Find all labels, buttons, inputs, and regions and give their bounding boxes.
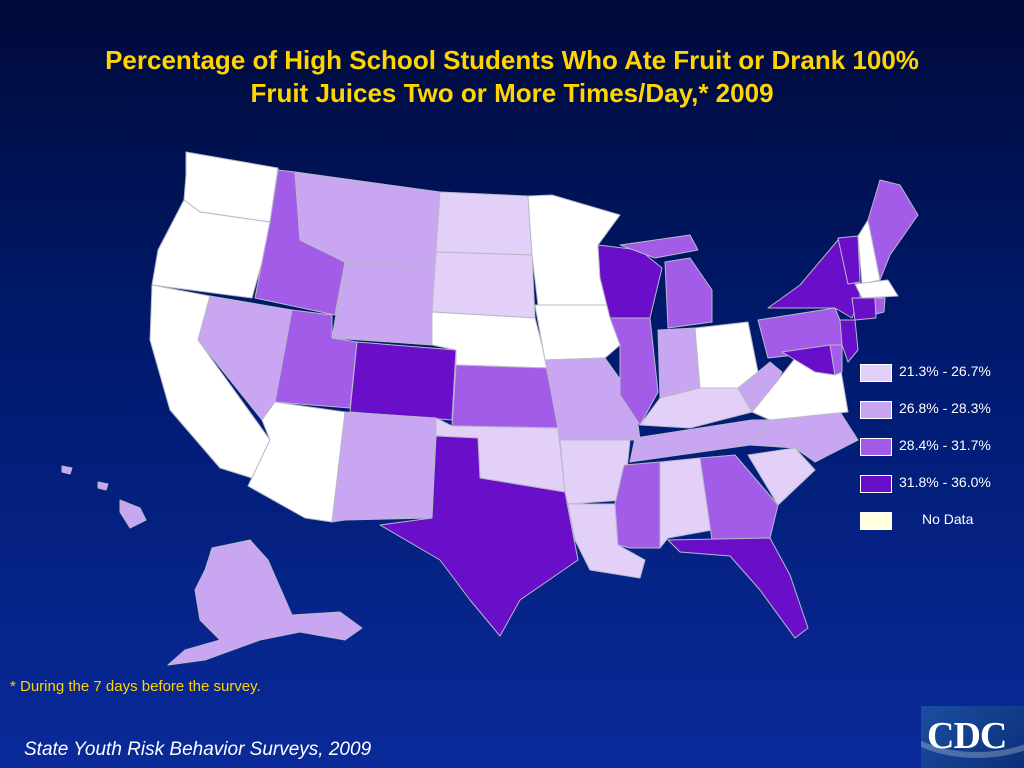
state-IA [534, 304, 621, 361]
legend-swatch [860, 512, 892, 530]
state-ND [435, 191, 533, 256]
legend-label: 21.3% - 26.7% [899, 363, 991, 379]
legend-label: No Data [922, 511, 974, 527]
logo-arc [921, 706, 1024, 758]
state-SD [431, 251, 536, 319]
map-title: Percentage of High School Students Who A… [0, 44, 1024, 110]
state-CT [851, 297, 877, 321]
legend-label: 28.4% - 31.7% [899, 437, 991, 453]
state-NJ [839, 319, 859, 363]
legend-swatch [860, 364, 892, 382]
legend-item: 28.4% - 31.7% [860, 436, 1020, 458]
state-GA [699, 454, 779, 541]
state-CO [349, 341, 457, 421]
state-MS [614, 461, 661, 549]
legend-label: 31.8% - 36.0% [899, 474, 991, 490]
legend-swatch [860, 475, 892, 493]
legend-item: 21.3% - 26.7% [860, 362, 1020, 384]
title-line-1: Percentage of High School Students Who A… [105, 45, 919, 75]
legend-swatch [860, 401, 892, 419]
state-TX [379, 435, 579, 637]
state-RI [874, 297, 886, 315]
legend-swatch [860, 438, 892, 456]
state-AR [559, 439, 631, 505]
legend-label: 26.8% - 28.3% [899, 400, 991, 416]
state-DE [829, 344, 843, 376]
state-WY [331, 261, 437, 346]
state-OH [694, 321, 759, 389]
cdc-logo: CDC [921, 706, 1024, 768]
title-line-2: Fruit Juices Two or More Times/Day,* 200… [250, 78, 774, 108]
state-IN [657, 327, 701, 399]
state-NM [331, 411, 437, 523]
state-VT [837, 235, 861, 285]
state-MA [854, 279, 899, 299]
state-SC [747, 447, 816, 506]
state-AK [167, 539, 363, 666]
source-caption: State Youth Risk Behavior Surveys, 2009 [24, 739, 372, 760]
logo-text: CDC [927, 715, 1007, 757]
legend-item: 26.8% - 28.3% [860, 399, 1020, 421]
footnote: * During the 7 days before the survey. [10, 678, 261, 695]
state-ME [867, 179, 919, 281]
state-FL [667, 537, 809, 639]
state-WV [737, 361, 783, 413]
state-AZ [247, 401, 346, 523]
state-AL [659, 457, 713, 549]
state-OR [151, 199, 271, 299]
legend-item: No Data [860, 510, 1020, 532]
state-HI [61, 465, 147, 529]
state-MI [619, 234, 713, 329]
state-KS [451, 364, 559, 429]
legend-item: 31.8% - 36.0% [860, 473, 1020, 495]
